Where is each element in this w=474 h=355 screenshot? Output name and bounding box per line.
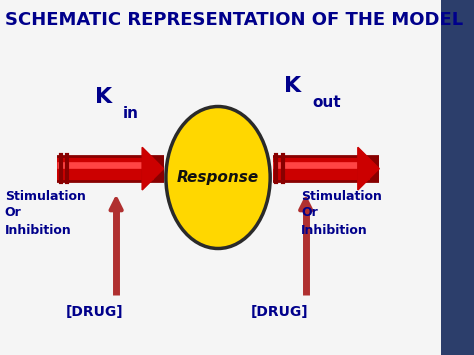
Text: Response: Response xyxy=(177,170,259,185)
Polygon shape xyxy=(358,147,379,190)
Polygon shape xyxy=(142,147,164,190)
Text: Stimulation
Or
Inhibition: Stimulation Or Inhibition xyxy=(301,190,382,236)
Text: out: out xyxy=(312,95,340,110)
Polygon shape xyxy=(358,147,379,190)
Text: SCHEMATIC REPRESENTATION OF THE MODEL: SCHEMATIC REPRESENTATION OF THE MODEL xyxy=(5,11,463,29)
Text: [DRUG]: [DRUG] xyxy=(251,305,309,320)
Text: K: K xyxy=(95,87,112,106)
Ellipse shape xyxy=(166,106,270,248)
Bar xyxy=(441,0,474,355)
Text: in: in xyxy=(122,106,138,121)
Text: Stimulation
Or
Inhibition: Stimulation Or Inhibition xyxy=(5,190,86,236)
Text: K: K xyxy=(284,76,301,96)
Text: [DRUG]: [DRUG] xyxy=(66,305,124,320)
Polygon shape xyxy=(142,147,164,190)
